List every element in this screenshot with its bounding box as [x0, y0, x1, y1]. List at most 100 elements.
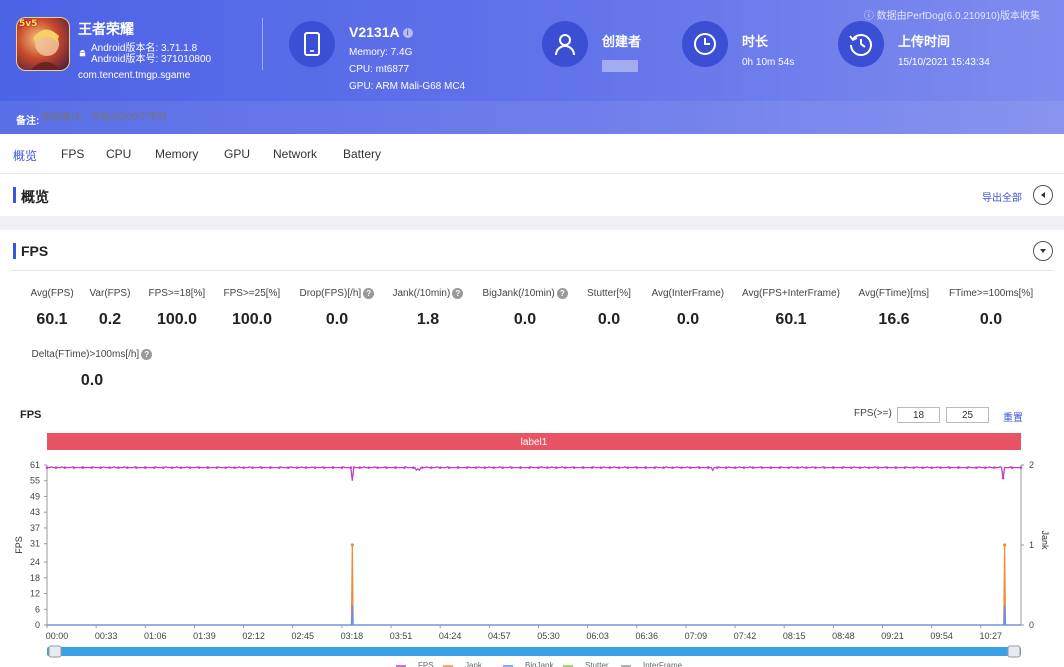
export-all-link[interactable]: 导出全部 [982, 193, 1022, 204]
fps-point [152, 466, 156, 469]
fps-point [590, 466, 594, 469]
legend-item[interactable]: InterFrame [643, 661, 683, 667]
x-tick-label: 02:12 [242, 631, 265, 641]
x-tick-label: 02:45 [291, 631, 314, 641]
clock-icon [682, 21, 728, 67]
stat-label: Drop(FPS)[/h]? [300, 288, 375, 299]
stat-value: 16.6 [878, 311, 910, 328]
help-icon[interactable]: ? [363, 288, 375, 299]
x-tick-label: 07:42 [734, 631, 757, 641]
fps-point [581, 466, 585, 469]
fps-point [546, 466, 549, 469]
fps-point [948, 466, 951, 469]
stat-label: Delta(FTime)>100ms[/h]? [32, 349, 153, 360]
fps-point [903, 466, 907, 469]
threshold-input-2[interactable] [946, 407, 989, 423]
stat-label-text: Stutter[%] [587, 288, 631, 299]
info-icon: ⓘ [863, 11, 874, 22]
fps-point [81, 466, 85, 469]
fps-point [474, 466, 478, 469]
y-tick-label: 31 [30, 539, 40, 549]
legend-item[interactable]: Jank [465, 661, 483, 667]
app-icon-badge: 5v5 [19, 19, 38, 29]
fps-point [304, 466, 308, 469]
fps-point [269, 466, 272, 469]
collapse-left-button[interactable] [1033, 185, 1053, 205]
legend-item[interactable]: Stutter [585, 661, 609, 667]
help-icon[interactable]: ? [452, 288, 464, 299]
fps-point [849, 466, 853, 469]
android-icon [79, 49, 86, 57]
y2-tick-label: 0 [1029, 620, 1034, 630]
fps-point [340, 466, 344, 469]
fps-point [126, 466, 129, 469]
fps-point [814, 466, 817, 469]
stat-label-text: Avg(FTime)[ms] [858, 288, 930, 299]
fps-point [465, 466, 469, 469]
fps-point [555, 466, 558, 469]
zoom-slider-track[interactable] [47, 647, 1021, 656]
stat-label: Avg(FPS) [31, 288, 74, 299]
tab-battery[interactable]: Battery [343, 147, 382, 161]
legend-item[interactable]: FPS [418, 661, 434, 667]
legend-item[interactable]: BigJank [525, 661, 554, 667]
x-tick-label: 01:39 [193, 631, 216, 641]
tab-overview[interactable]: 概览 [13, 149, 38, 163]
tab-memory[interactable]: Memory [155, 147, 199, 161]
fps-point [456, 466, 460, 469]
stat-value: 60.1 [775, 311, 807, 328]
help-icon[interactable]: ? [556, 288, 568, 299]
tab-cpu[interactable]: CPU [106, 147, 132, 161]
stat-label-text: Avg(FPS+InterFrame) [742, 288, 840, 299]
fps-point [376, 466, 379, 469]
stat-label-text: Avg(FPS) [30, 288, 74, 299]
reset-link[interactable]: 重置 [1003, 413, 1023, 424]
fps-point [99, 466, 102, 469]
stat-value: 0.0 [513, 311, 537, 328]
fps-point [885, 466, 889, 469]
fps-point [72, 466, 76, 469]
stat-label-text: BigJank(/10min) [482, 288, 555, 299]
stat-label: Avg(FPS+InterFrame) [742, 288, 840, 299]
fps-point [572, 466, 576, 469]
jank-point [350, 543, 354, 547]
fps-point [170, 466, 174, 469]
threshold-input-1[interactable] [897, 407, 940, 423]
fps-point [143, 466, 147, 469]
fps-point [975, 466, 978, 469]
remark-input[interactable] [41, 112, 241, 123]
fps-point [733, 466, 737, 469]
y-tick-label: 37 [30, 523, 40, 533]
fps-point [403, 466, 406, 469]
tab-network[interactable]: Network [273, 147, 318, 161]
fps-point [930, 466, 933, 469]
tab-fps[interactable]: FPS [61, 147, 85, 161]
zoom-slider-right-handle[interactable] [1007, 645, 1021, 658]
y-tick-label: 55 [30, 476, 40, 486]
device-cpu: CPU: mt6877 [349, 64, 410, 75]
y-tick-label: 18 [30, 573, 40, 583]
tab-gpu[interactable]: GPU [224, 147, 251, 161]
fps-point [760, 466, 764, 469]
fps-point [510, 466, 513, 469]
device-info-icon[interactable]: i [402, 28, 413, 38]
fps-point [1001, 476, 1005, 480]
help-icon[interactable]: ? [141, 349, 153, 360]
label-band[interactable] [47, 433, 1021, 450]
zoom-slider-left-handle[interactable] [48, 645, 62, 658]
fps-point [358, 466, 362, 469]
collapse-down-button[interactable] [1033, 241, 1053, 261]
report-header: ⓘ 数据由PerfDog(6.0.210910)版本收集 5v5 王者荣耀 An… [0, 0, 1064, 134]
stat-value: 1.8 [416, 311, 440, 328]
phone-icon [289, 21, 335, 67]
threshold-label: FPS(>=) [854, 408, 892, 419]
fps-point [349, 466, 353, 469]
stat-label: BigJank(/10min)? [483, 288, 568, 299]
fps-point [519, 466, 522, 469]
fps-point [1010, 466, 1014, 469]
source-note: ⓘ 数据由PerfDog(6.0.210910)版本收集 [864, 7, 1040, 22]
stat-value: 60.1 [36, 311, 68, 328]
remark-label: 备注: [16, 116, 40, 127]
y-tick-label: 43 [30, 507, 40, 517]
